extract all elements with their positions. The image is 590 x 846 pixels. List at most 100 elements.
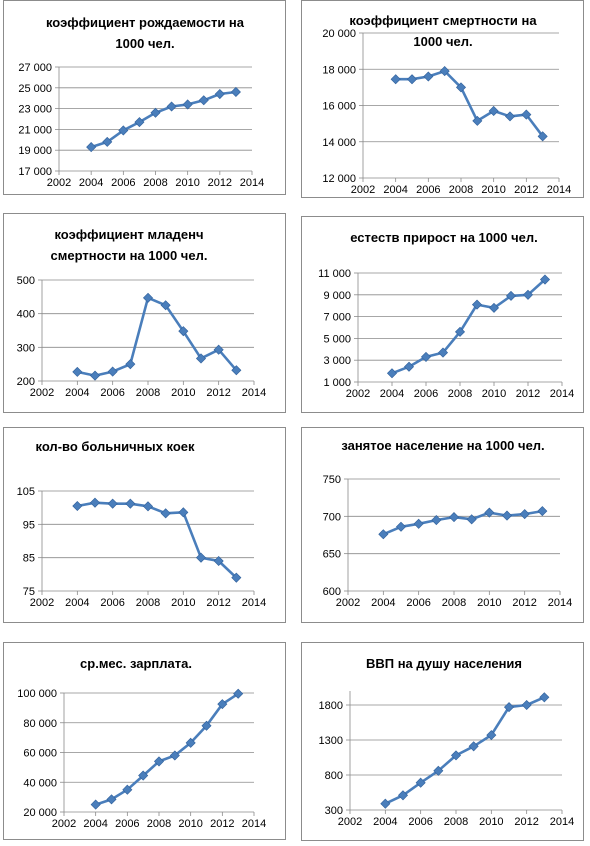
- x-tick-label: 2014: [242, 387, 266, 399]
- data-point: [423, 71, 434, 82]
- y-tick-label: 1 000: [323, 377, 351, 389]
- chart-panel-infant-mortality: коэффициент младенч смертности на 1000 че…: [3, 213, 286, 413]
- chart-title: коэффициент рождаемости на: [46, 15, 245, 30]
- data-point: [125, 498, 136, 509]
- x-tick-label: 2008: [449, 184, 473, 196]
- x-tick-label: 2012: [514, 184, 538, 196]
- y-tick-label: 75: [23, 586, 35, 598]
- data-point: [138, 770, 149, 781]
- data-point: [178, 326, 189, 337]
- chart-svg: занятое население на 1000 чел. 600 650 700 7…: [323, 438, 573, 609]
- y-tick-label: 40 000: [23, 777, 57, 789]
- chart-svg: коэффициент рождаемости на 1000 чел. 17 00…: [18, 15, 264, 189]
- chart-title: коэффициент младенч: [54, 227, 203, 242]
- series-line: [382, 509, 543, 536]
- x-tick-label: 2010: [178, 818, 202, 830]
- y-tick-label: 600: [323, 586, 341, 598]
- x-tick-label: 2002: [336, 597, 360, 609]
- data-point: [522, 289, 534, 300]
- x-tick-label: 2008: [136, 597, 160, 609]
- x-tick-label: 2012: [208, 177, 232, 189]
- x-tick-label: 2006: [408, 816, 432, 828]
- x-tick-label: 2012: [512, 597, 536, 609]
- data-point: [466, 514, 477, 525]
- data-point: [504, 111, 516, 122]
- data-point: [397, 790, 409, 801]
- series-line: [384, 696, 545, 805]
- data-point: [106, 794, 117, 805]
- data-point: [450, 750, 462, 761]
- chart-svg: ВВП на душу населения 300 800 1300 1800 2002 2…: [319, 656, 575, 828]
- x-tick-label: 2008: [442, 597, 466, 609]
- y-tick-label: 400: [17, 309, 35, 321]
- data-point: [89, 370, 101, 381]
- series-line: [95, 692, 239, 806]
- data-point: [166, 101, 177, 112]
- y-tick-label: 17 000: [18, 166, 52, 178]
- y-tick-label: 5 000: [323, 333, 351, 345]
- x-tick-label: 2012: [206, 387, 230, 399]
- data-point: [125, 359, 136, 370]
- y-tick-label: 16 000: [322, 101, 356, 113]
- data-point: [519, 509, 530, 520]
- data-point: [539, 692, 550, 703]
- x-tick-label: 2006: [100, 387, 124, 399]
- data-point: [213, 555, 224, 567]
- data-point: [471, 299, 483, 310]
- chart-title: смертности на 1000 чел.: [51, 248, 208, 263]
- data-point: [431, 515, 442, 526]
- y-tick-label: 20 000: [23, 807, 57, 819]
- y-tick-label: 11 000: [318, 268, 351, 280]
- data-point: [537, 506, 548, 517]
- y-tick-label: 650: [323, 549, 341, 561]
- chart-title: кол-во больничных коек: [35, 439, 195, 454]
- x-tick-label: 2004: [65, 597, 89, 609]
- y-tick-label: 800: [325, 770, 343, 782]
- chart-svg: ср.мес. зарплата. 20 000 40 000 60 000 80 00…: [17, 656, 266, 830]
- y-tick-label: 60 000: [23, 748, 57, 760]
- y-tick-label: 750: [323, 474, 341, 486]
- data-point: [195, 552, 207, 563]
- y-tick-label: 19 000: [18, 145, 52, 157]
- data-point: [90, 799, 101, 810]
- chart-panel-salary: ср.мес. зарплата. 20 000 40 000 60 000 80 00…: [3, 642, 286, 840]
- x-tick-label: 2012: [514, 816, 538, 828]
- x-tick-label: 2004: [383, 184, 407, 196]
- series-line: [77, 501, 238, 579]
- x-tick-label: 2002: [47, 177, 71, 189]
- data-point: [420, 351, 432, 362]
- data-point: [150, 107, 161, 118]
- data-point: [380, 798, 391, 809]
- x-tick-label: 2002: [52, 818, 76, 830]
- y-tick-label: 25 000: [18, 83, 52, 95]
- data-point: [539, 274, 551, 285]
- x-tick-label: 2012: [516, 388, 540, 400]
- series-line: [395, 69, 544, 138]
- data-point: [390, 74, 401, 85]
- data-point: [160, 508, 171, 519]
- data-point: [484, 507, 495, 518]
- series-line: [391, 278, 546, 375]
- data-point: [472, 115, 483, 126]
- x-tick-label: 2006: [100, 597, 124, 609]
- y-tick-label: 95: [23, 519, 35, 531]
- y-tick-label: 1800: [319, 700, 343, 712]
- x-tick-label: 2006: [115, 818, 139, 830]
- data-point: [201, 720, 212, 731]
- x-tick-label: 2006: [414, 388, 438, 400]
- data-point: [231, 572, 242, 583]
- x-tick-label: 2008: [448, 388, 472, 400]
- series-line: [77, 296, 238, 377]
- y-tick-label: 1300: [319, 735, 343, 747]
- data-point: [521, 699, 532, 711]
- data-point: [403, 361, 415, 372]
- data-point: [142, 501, 154, 512]
- x-tick-label: 2004: [65, 387, 89, 399]
- chart-panel-gdp-per-capita: ВВП на душу населения 300 800 1300 1800 2002 2…: [301, 642, 584, 841]
- data-point: [122, 784, 133, 795]
- x-tick-label: 2008: [147, 818, 171, 830]
- x-tick-label: 2010: [481, 184, 505, 196]
- data-point: [505, 290, 517, 301]
- y-tick-label: 3 000: [323, 355, 351, 367]
- x-tick-label: 2006: [406, 597, 430, 609]
